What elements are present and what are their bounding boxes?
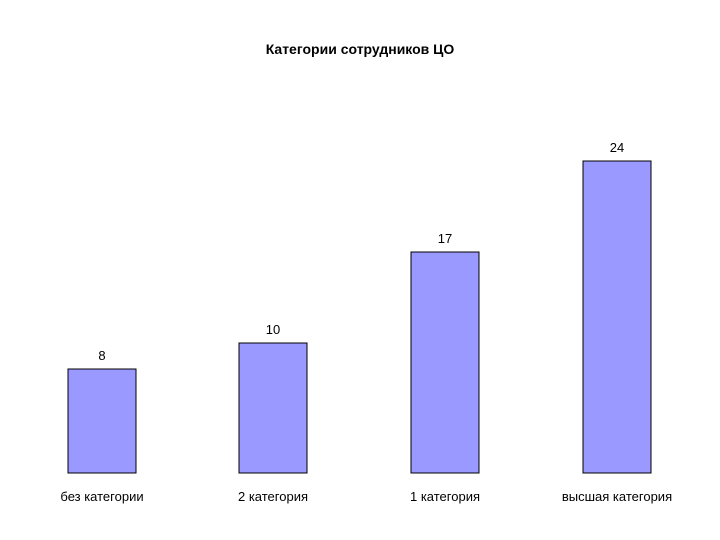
data-label-4: 24 (610, 140, 624, 155)
category-label-2: 2 категория (238, 489, 308, 504)
bar-4 (582, 160, 652, 474)
data-label-1: 8 (98, 348, 105, 363)
bar-2 (238, 342, 308, 474)
bars-layer (67, 160, 652, 474)
data-labels-layer: 8 10 17 24 (98, 140, 624, 363)
chart-title: Категории сотрудников ЦО (266, 41, 455, 57)
data-label-2: 10 (266, 322, 280, 337)
category-label-3: 1 категория (410, 489, 480, 504)
bar-1 (67, 368, 137, 474)
category-label-4: высшая категория (562, 489, 672, 504)
bar-3 (410, 251, 480, 474)
category-tick-labels: без категории 2 категория 1 категория высша… (60, 489, 672, 504)
data-label-3: 17 (438, 231, 452, 246)
category-label-1: без категории (60, 489, 143, 504)
